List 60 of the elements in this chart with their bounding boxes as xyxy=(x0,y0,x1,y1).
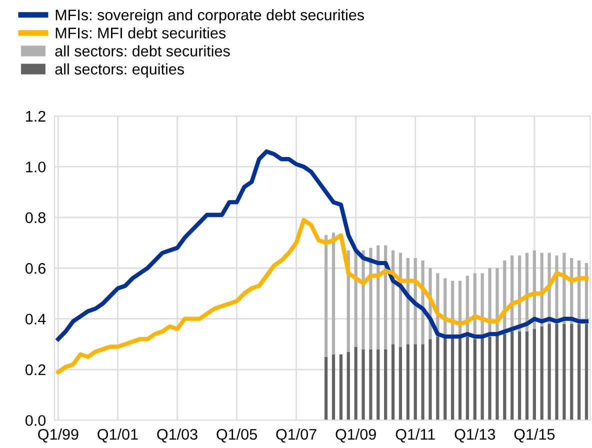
legend-label: all sectors: equities xyxy=(55,63,184,78)
bar xyxy=(451,336,454,420)
line-series xyxy=(56,149,589,342)
bar xyxy=(540,326,544,420)
bar xyxy=(570,324,574,420)
bar xyxy=(332,232,336,354)
bar xyxy=(510,332,514,420)
bar xyxy=(444,336,447,420)
bar xyxy=(562,324,566,420)
bar xyxy=(391,344,395,420)
bar xyxy=(324,235,328,357)
bar xyxy=(503,334,506,420)
bar xyxy=(480,336,484,420)
x-tick-label: Q1/13 xyxy=(454,428,496,443)
x-tick-label: Q1/07 xyxy=(276,428,316,443)
bar xyxy=(466,336,470,420)
bar xyxy=(428,339,432,420)
bar xyxy=(384,349,388,420)
bar xyxy=(473,339,476,420)
bar xyxy=(414,344,417,420)
bar xyxy=(421,344,424,420)
bar xyxy=(369,349,372,420)
y-tick-label: 0.6 xyxy=(25,262,46,274)
bar xyxy=(532,328,536,420)
legend-label: MFIs: MFI debt securities xyxy=(56,27,226,38)
bar xyxy=(406,344,410,420)
line-series xyxy=(56,218,589,374)
bar xyxy=(525,332,529,420)
bar xyxy=(362,349,365,420)
bar xyxy=(555,324,558,420)
bar xyxy=(346,352,350,420)
x-tick-label: Q1/09 xyxy=(336,428,376,443)
x-tick-label: Q1/99 xyxy=(38,428,78,443)
y-tick-label: 1.2 xyxy=(26,110,46,122)
legend-label: MFIs: sovereign and corporate debt securities xyxy=(56,9,364,24)
bar xyxy=(436,336,440,420)
bar xyxy=(578,324,581,420)
bar xyxy=(496,334,499,420)
x-tick-label: Q1/15 xyxy=(514,428,555,443)
bar xyxy=(548,324,551,420)
x-tick-label: Q1/05 xyxy=(216,428,257,443)
bar xyxy=(332,354,336,420)
y-tick-label: 0.4 xyxy=(25,314,46,325)
bar xyxy=(458,336,462,420)
bar xyxy=(376,349,380,420)
y-tick-label: 0.0 xyxy=(25,415,46,426)
legend-label: all sectors: debt securities xyxy=(55,45,230,57)
y-tick-label: 1.0 xyxy=(26,162,46,172)
y-tick-label: 0.8 xyxy=(25,212,46,224)
bar xyxy=(488,336,492,420)
bar xyxy=(339,354,343,420)
x-tick-label: Q1/03 xyxy=(157,428,198,443)
y-tick-label: 0.2 xyxy=(25,364,46,376)
bar xyxy=(518,332,522,420)
bar xyxy=(354,346,358,420)
x-tick-label: Q1/01 xyxy=(98,428,138,443)
x-tick-label: Q1/11 xyxy=(396,428,435,443)
bar xyxy=(398,346,402,420)
bar xyxy=(584,324,588,420)
bar xyxy=(324,356,328,420)
